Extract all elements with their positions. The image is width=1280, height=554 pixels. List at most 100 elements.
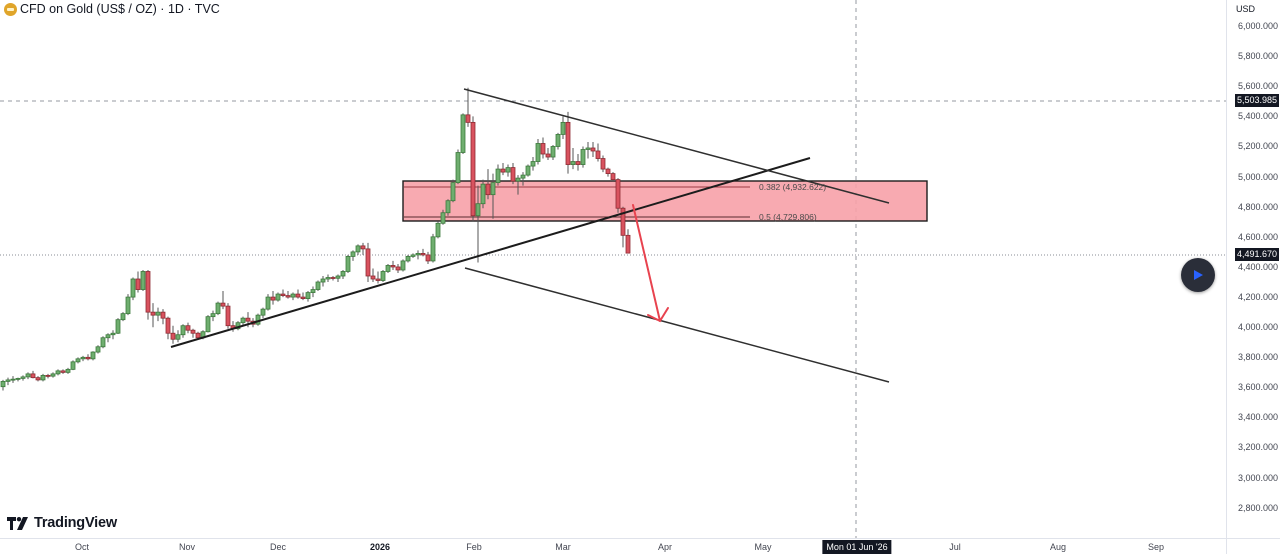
candle xyxy=(305,292,311,299)
candle xyxy=(225,305,231,327)
candle xyxy=(330,277,336,279)
candle xyxy=(455,152,461,184)
candle xyxy=(210,313,216,318)
crosshair-price-tag: 5,503.985 xyxy=(1235,94,1280,107)
candle xyxy=(0,381,6,388)
candle xyxy=(425,254,431,262)
candle xyxy=(450,182,456,202)
chart-canvas[interactable] xyxy=(0,0,1226,538)
price-tick-label: 5,600.000 xyxy=(1238,81,1279,92)
candle xyxy=(265,296,271,310)
candle xyxy=(480,183,486,205)
time-tick-label: Sep xyxy=(1147,542,1165,552)
candle xyxy=(270,296,276,301)
candle xyxy=(555,134,561,147)
candle xyxy=(580,149,586,165)
candle xyxy=(350,251,356,257)
gold-coin-icon xyxy=(4,2,17,16)
candle xyxy=(75,358,81,363)
candle xyxy=(315,281,321,290)
candle xyxy=(220,302,226,307)
candle xyxy=(50,373,56,377)
candle xyxy=(115,319,121,334)
candle xyxy=(605,168,611,174)
candle xyxy=(525,165,531,176)
last-price-tag: 4,491.670 xyxy=(1235,248,1280,261)
candle xyxy=(110,332,116,336)
time-tick-label: Mar xyxy=(555,542,571,552)
candle xyxy=(530,161,536,167)
candle xyxy=(325,277,331,280)
time-tick-label: Dec xyxy=(269,542,287,552)
price-tick-label: 4,000.000 xyxy=(1238,322,1279,332)
candle xyxy=(470,121,476,217)
candle xyxy=(565,121,571,165)
price-axis[interactable]: USD 6,000.000 5,800.000 5,600.000 5,400.000… xyxy=(1226,0,1280,540)
candle xyxy=(435,222,441,238)
time-tick-label: May xyxy=(754,542,772,552)
price-tick-label: 5,200.000 xyxy=(1238,141,1279,152)
upper-channel-trendline[interactable] xyxy=(463,88,890,204)
candle xyxy=(70,361,76,370)
candle xyxy=(570,161,576,165)
candle xyxy=(485,183,491,196)
candle xyxy=(10,378,16,381)
price-zone-rectangle[interactable] xyxy=(402,180,928,222)
candle xyxy=(440,212,446,224)
candle xyxy=(105,334,111,339)
candle xyxy=(345,256,351,272)
candle xyxy=(390,265,396,268)
price-tick-label: 4,400.000 xyxy=(1238,261,1279,272)
price-tick-label: 5,000.000 xyxy=(1238,171,1279,182)
candle xyxy=(610,173,616,181)
candle xyxy=(355,245,361,253)
candle xyxy=(595,150,601,159)
candle xyxy=(410,254,416,257)
time-tick-label: Nov xyxy=(178,542,196,552)
price-tick-label: 5,800.000 xyxy=(1238,51,1279,62)
rising-support-trendline[interactable] xyxy=(170,157,811,348)
projection-arrow[interactable] xyxy=(632,204,669,323)
symbol-legend[interactable]: CFD on Gold (US$ / OZ) · 1D · TVC xyxy=(4,2,220,16)
scroll-to-realtime-button[interactable] xyxy=(1181,258,1215,292)
candle xyxy=(505,167,511,173)
candle xyxy=(125,296,131,315)
time-tick-label: Feb xyxy=(466,542,482,552)
time-tick-label: Oct xyxy=(74,542,90,552)
candle xyxy=(415,253,421,256)
candle xyxy=(540,143,546,155)
candle xyxy=(60,370,66,373)
price-tick-label: 4,600.000 xyxy=(1238,231,1279,242)
time-tick-label: Aug xyxy=(1049,542,1067,552)
candle xyxy=(160,311,166,319)
candle xyxy=(95,346,101,353)
lower-channel-trendline[interactable] xyxy=(464,267,890,383)
candle xyxy=(255,314,261,325)
candle xyxy=(65,368,71,373)
candle xyxy=(320,278,326,283)
candle xyxy=(180,325,186,336)
candlestick-series xyxy=(0,87,631,391)
candle xyxy=(175,334,181,340)
candle xyxy=(35,377,41,381)
candle xyxy=(90,351,96,360)
price-tick-label: 3,800.000 xyxy=(1238,352,1279,363)
tradingview-logo[interactable]: TradingView xyxy=(7,515,117,531)
price-tick-label: 2,800.000 xyxy=(1238,502,1279,513)
candle xyxy=(575,161,581,165)
time-axis[interactable]: Oct Nov Dec 2026 Feb Mar Apr May Jul Aug Sep Mon 0… xyxy=(0,538,1226,554)
tradingview-logo-icon xyxy=(7,516,28,530)
candle xyxy=(145,271,151,313)
candle xyxy=(40,374,46,381)
candle xyxy=(545,153,551,158)
candle xyxy=(365,248,371,277)
candle xyxy=(30,373,36,379)
candle xyxy=(590,147,596,152)
logo-text: TradingView xyxy=(34,515,117,531)
candle xyxy=(280,293,286,296)
axis-corner xyxy=(1226,538,1280,554)
candle xyxy=(515,177,521,182)
candle xyxy=(20,376,26,379)
candle xyxy=(170,332,176,340)
candle xyxy=(100,337,106,348)
